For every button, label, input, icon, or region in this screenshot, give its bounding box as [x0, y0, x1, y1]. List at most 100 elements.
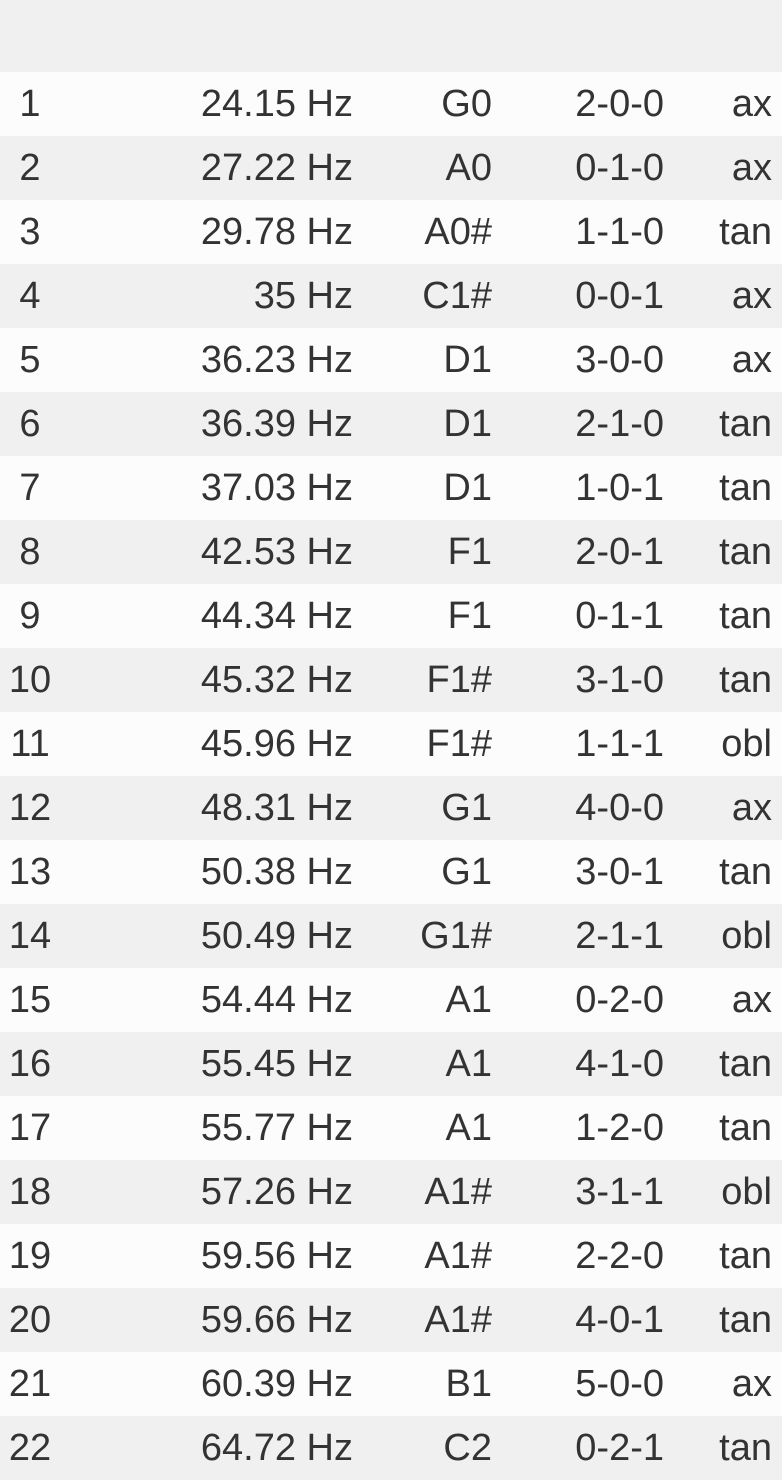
mode-type: tan	[719, 1235, 772, 1277]
mode-type: ax	[731, 787, 772, 829]
mode-index: 21	[8, 1363, 52, 1405]
mode-frequency: 57.26 Hz	[200, 1171, 353, 1213]
mode-type: tan	[719, 403, 772, 445]
mode-index: 7	[19, 467, 41, 509]
mode-note: G1	[441, 851, 492, 893]
mode-type: ax	[731, 979, 772, 1021]
mode-frequency: 50.38 Hz	[200, 851, 353, 893]
mode-index: 13	[8, 851, 52, 893]
mode-note: A0#	[424, 211, 492, 253]
mode-order: 5-0-0	[575, 1363, 664, 1405]
mode-index: 17	[8, 1107, 52, 1149]
mode-index: 14	[8, 915, 52, 957]
mode-type: tan	[719, 1043, 772, 1085]
mode-index: 5	[19, 339, 41, 381]
mode-note: A1	[445, 1043, 492, 1085]
mode-index: 15	[8, 979, 52, 1021]
mode-note: B1	[445, 1363, 492, 1405]
mode-type: tan	[719, 211, 772, 253]
mode-order: 2-2-0	[575, 1235, 664, 1277]
mode-frequency: 36.39 Hz	[200, 403, 353, 445]
mode-type: ax	[731, 275, 772, 317]
mode-note: A1#	[424, 1235, 492, 1277]
mode-order: 2-0-0	[575, 83, 664, 125]
table-row: 6 36.39 Hz D1 2-1-0 tan	[0, 392, 782, 456]
mode-type: obl	[721, 1171, 772, 1213]
mode-frequency: 59.66 Hz	[200, 1299, 353, 1341]
mode-note: G1	[441, 787, 492, 829]
mode-order: 0-1-0	[575, 147, 664, 189]
mode-frequency: 29.78 Hz	[200, 211, 353, 253]
mode-note: D1	[443, 339, 492, 381]
table-row: 3 29.78 Hz A0# 1-1-0 tan	[0, 200, 782, 264]
mode-frequency: 35 Hz	[253, 275, 353, 317]
table-row: 13 50.38 Hz G1 3-0-1 tan	[0, 840, 782, 904]
mode-index: 2	[19, 147, 41, 189]
table-row: 15 54.44 Hz A1 0-2-0 ax	[0, 968, 782, 1032]
mode-type: tan	[719, 659, 772, 701]
mode-note: C2	[443, 1427, 492, 1469]
mode-index: 9	[19, 595, 41, 637]
mode-type: ax	[731, 147, 772, 189]
mode-index: 16	[8, 1043, 52, 1085]
mode-order: 4-1-0	[575, 1043, 664, 1085]
mode-frequency: 45.32 Hz	[200, 659, 353, 701]
mode-type: tan	[719, 1299, 772, 1341]
mode-type: tan	[719, 531, 772, 573]
mode-frequency: 54.44 Hz	[200, 979, 353, 1021]
mode-index: 1	[19, 83, 41, 125]
mode-frequency: 27.22 Hz	[200, 147, 353, 189]
mode-note: F1	[447, 595, 492, 637]
mode-note: D1	[443, 403, 492, 445]
mode-order: 0-2-1	[575, 1427, 664, 1469]
mode-note: A0	[445, 147, 492, 189]
table-header-band	[0, 0, 782, 72]
mode-frequency: 48.31 Hz	[200, 787, 353, 829]
mode-order: 0-0-1	[575, 275, 664, 317]
mode-type: obl	[721, 723, 772, 765]
mode-order: 3-1-0	[575, 659, 664, 701]
table-row: 11 45.96 Hz F1# 1-1-1 obl	[0, 712, 782, 776]
mode-type: tan	[719, 595, 772, 637]
mode-index: 8	[19, 531, 41, 573]
mode-order: 4-0-1	[575, 1299, 664, 1341]
mode-note: F1#	[426, 659, 492, 701]
mode-order: 3-0-1	[575, 851, 664, 893]
mode-frequency: 55.77 Hz	[200, 1107, 353, 1149]
mode-order: 3-1-1	[575, 1171, 664, 1213]
mode-note: G0	[441, 83, 492, 125]
mode-index: 10	[8, 659, 52, 701]
table-row: 1 24.15 Hz G0 2-0-0 ax	[0, 72, 782, 136]
mode-frequency: 42.53 Hz	[200, 531, 353, 573]
mode-index: 12	[8, 787, 52, 829]
mode-order: 4-0-0	[575, 787, 664, 829]
table-row: 10 45.32 Hz F1# 3-1-0 tan	[0, 648, 782, 712]
mode-note: F1#	[426, 723, 492, 765]
table-row: 18 57.26 Hz A1# 3-1-1 obl	[0, 1160, 782, 1224]
mode-order: 2-0-1	[575, 531, 664, 573]
mode-type: tan	[719, 467, 772, 509]
table-row: 9 44.34 Hz F1 0-1-1 tan	[0, 584, 782, 648]
mode-index: 4	[19, 275, 41, 317]
mode-index: 20	[8, 1299, 52, 1341]
mode-index: 3	[19, 211, 41, 253]
mode-note: F1	[447, 531, 492, 573]
mode-note: A1	[445, 979, 492, 1021]
mode-frequency: 45.96 Hz	[200, 723, 353, 765]
mode-index: 18	[8, 1171, 52, 1213]
table-row: 20 59.66 Hz A1# 4-0-1 tan	[0, 1288, 782, 1352]
mode-type: tan	[719, 1107, 772, 1149]
mode-order: 1-0-1	[575, 467, 664, 509]
mode-frequency: 55.45 Hz	[200, 1043, 353, 1085]
mode-order: 2-1-0	[575, 403, 664, 445]
mode-note: A1#	[424, 1299, 492, 1341]
mode-index: 6	[19, 403, 41, 445]
mode-order: 2-1-1	[575, 915, 664, 957]
mode-note: G1#	[420, 915, 492, 957]
table-row: 4 35 Hz C1# 0-0-1 ax	[0, 264, 782, 328]
mode-type: tan	[719, 851, 772, 893]
mode-order: 3-0-0	[575, 339, 664, 381]
mode-type: obl	[721, 915, 772, 957]
room-modes-table: 1 24.15 Hz G0 2-0-0 ax 2 27.22 Hz A0 0-1…	[0, 72, 782, 1480]
mode-note: A1	[445, 1107, 492, 1149]
